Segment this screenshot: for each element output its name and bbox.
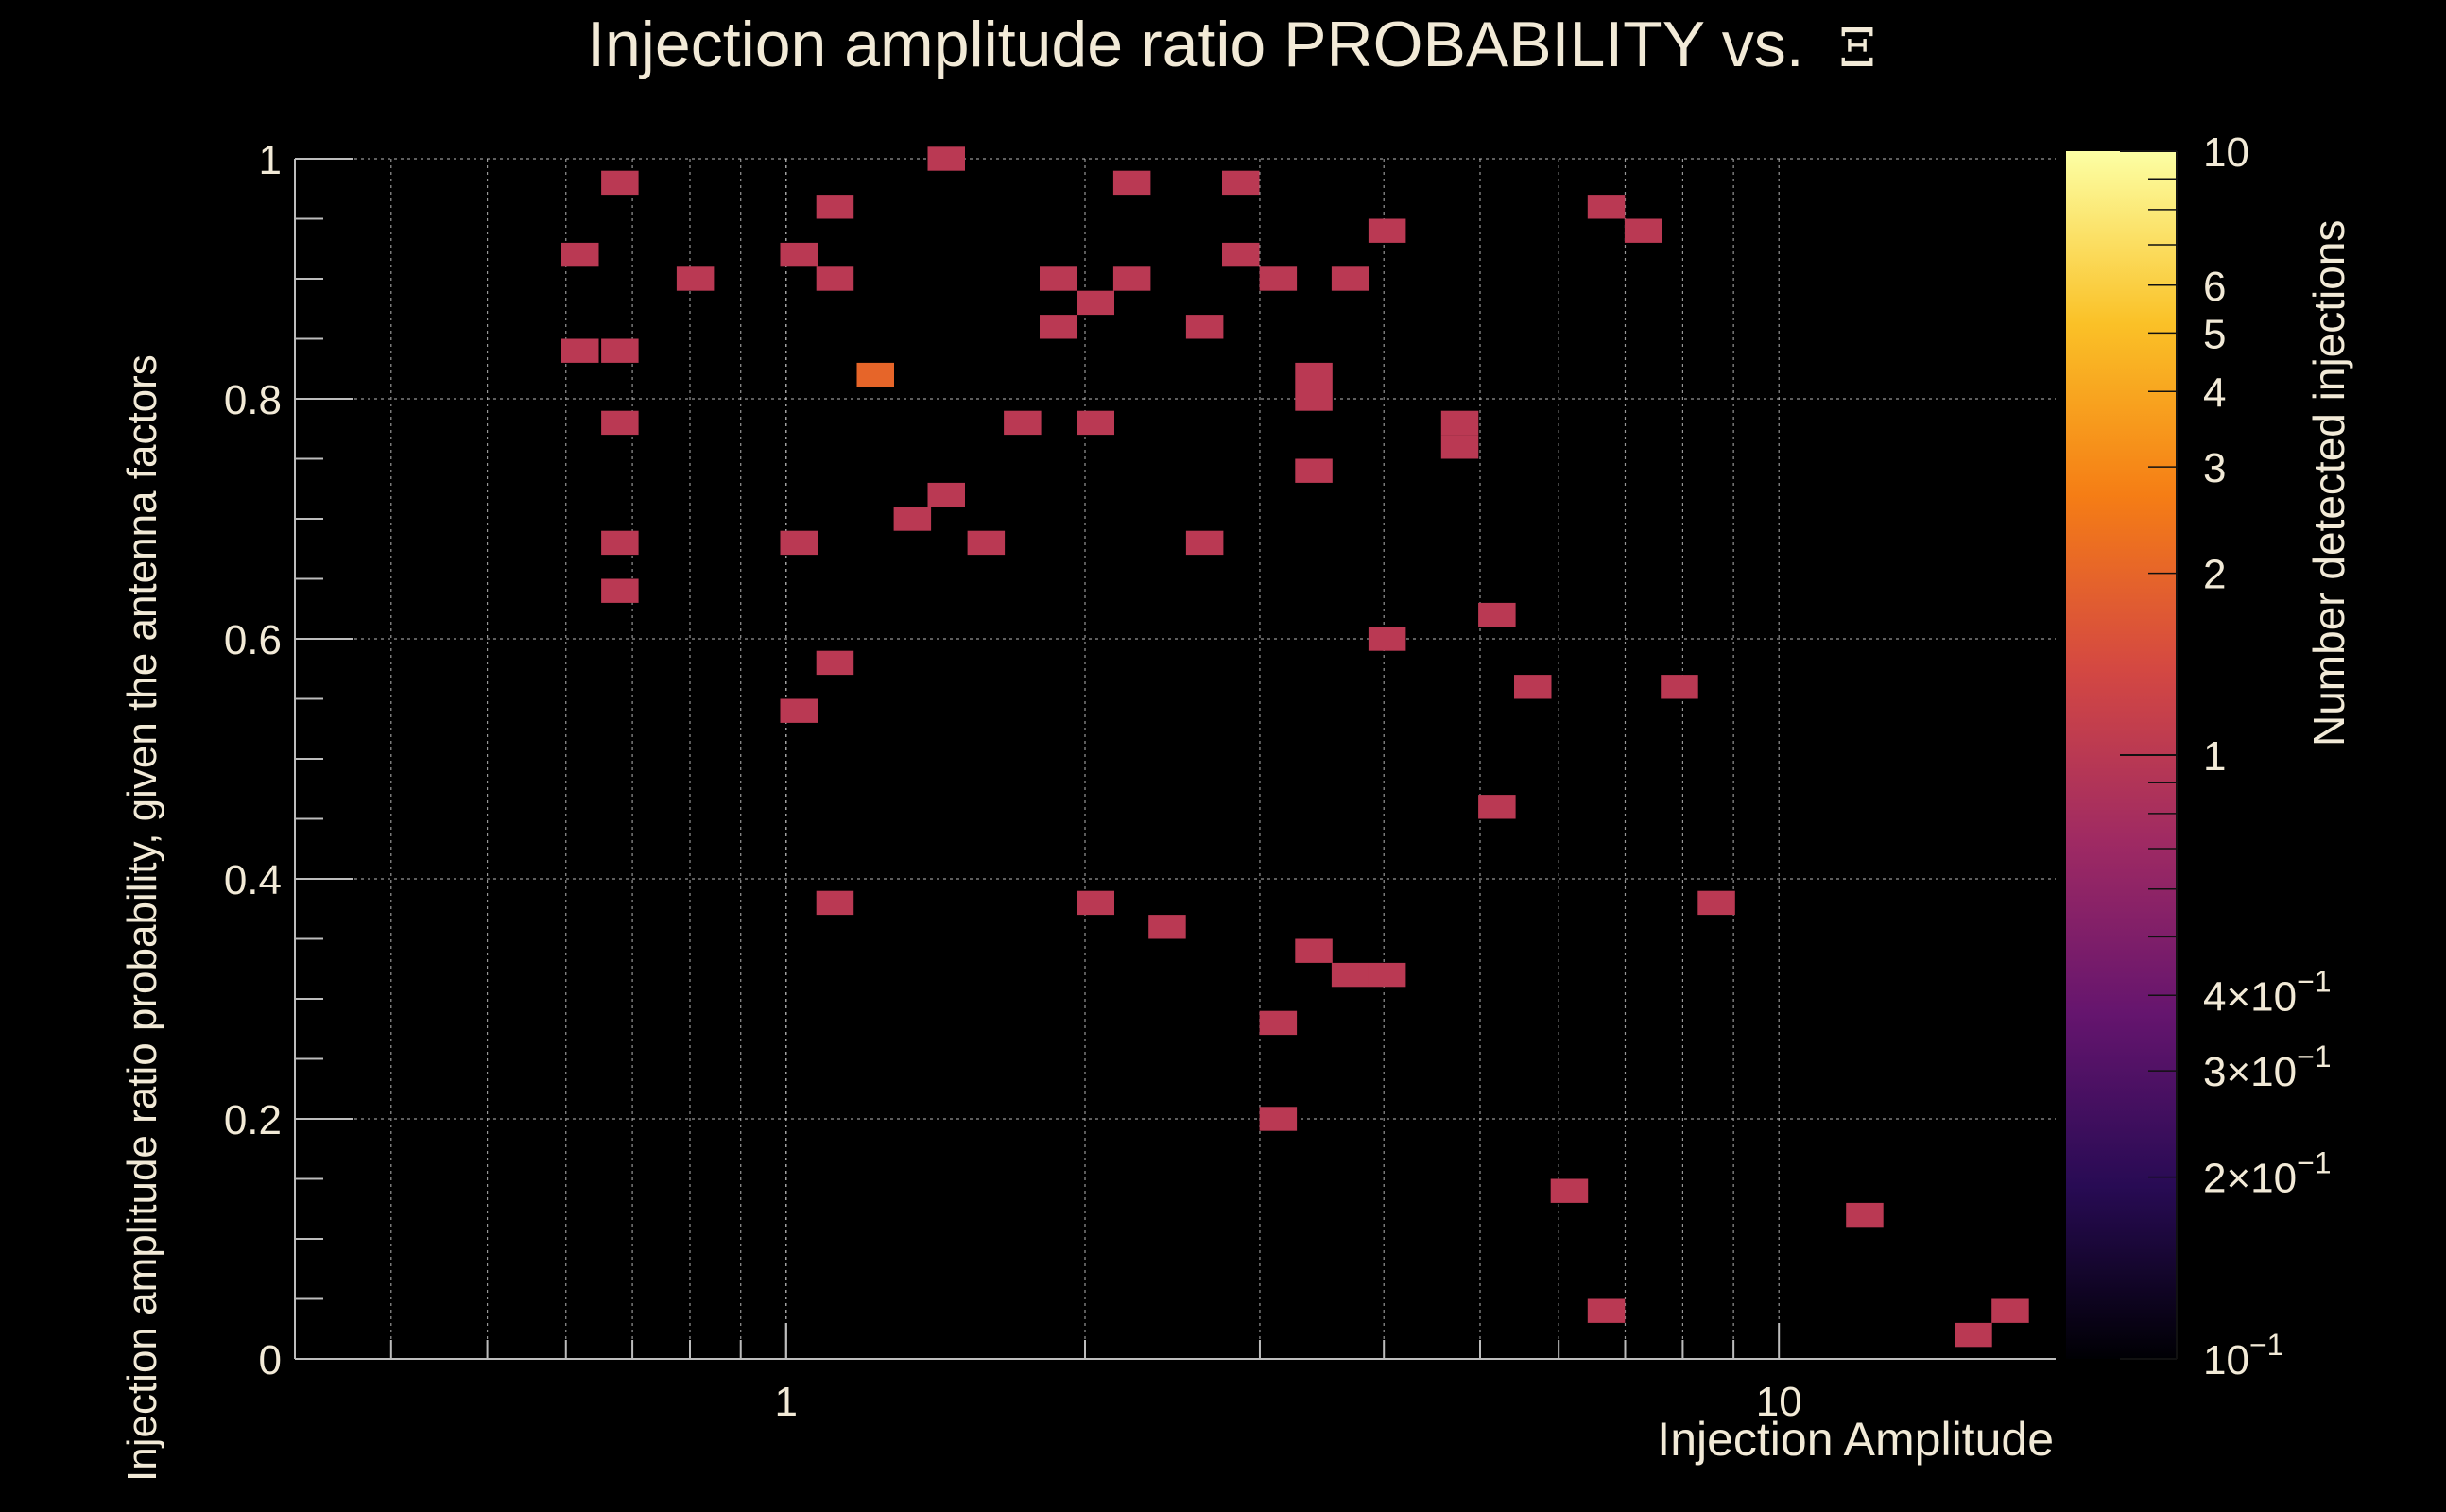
title-symbol: Ξ [1839,18,1876,79]
heatmap-cell [1295,387,1333,411]
heatmap-cell [816,890,854,916]
heatmap-cell [1697,890,1735,916]
heatmap-cell [1004,410,1042,436]
heatmap-cell [1550,1178,1589,1203]
y-tick-label: 1 [259,137,282,183]
heatmap-cell [676,266,715,291]
colorbar-tick-label: 2×10−1 [2203,1146,2332,1202]
heatmap-cell [1077,410,1114,436]
heatmap-cell [1259,1107,1298,1131]
heatmap-cell [816,195,854,219]
colorbar-tick-label: 4×10−1 [2203,964,2332,1020]
tick-labels: 0 0.2 0.4 0.6 0.8 1 1 10 [224,137,1802,1425]
heatmap-cell [1478,795,1516,819]
heatmap-cell [1368,962,1406,988]
heatmap-cell [816,650,854,676]
heatmap-cell [1440,410,1479,436]
heatmap-cell [1587,195,1626,219]
heatmap-cell [601,410,639,436]
heatmap-cell [561,338,599,363]
colorbar-tick-label: 4 [2203,369,2226,416]
heatmap-cell [1112,266,1151,291]
heatmap-cell [1440,435,1479,459]
heatmap-cell [780,242,818,267]
heatmap-cell [1955,1322,1992,1348]
heatmap-cell [1478,602,1516,627]
chart-title: Injection amplitude ratio PROBABILITY vs… [587,9,1876,80]
heatmap-cell [1587,1298,1626,1323]
colorbar-tick-label: 10−1 [2203,1328,2283,1383]
heatmap-cell [1368,627,1406,651]
colorbar-tick-label: 2 [2203,552,2226,598]
heatmap-cell [601,578,639,603]
heatmap-cell [561,242,599,267]
colorbar-title: Number detected injections [2304,220,2353,747]
y-tick-label: 0 [259,1337,282,1383]
heatmap-cell [1846,1202,1884,1228]
colorbar-tick-label: 1 [2203,733,2226,780]
heatmap-cell [1040,315,1077,339]
heatmap-cell [780,530,818,556]
heatmap-cell [601,170,639,196]
heatmap-cell [1624,218,1662,243]
heatmap-cell [856,362,894,387]
heatmap-cell [927,146,965,171]
y-tick-label: 0.6 [224,617,282,663]
heatmap-cell [1514,675,1552,699]
colorbar-tick-label: 3×10−1 [2203,1040,2332,1095]
y-tick-label: 0.4 [224,857,282,903]
x-axis-title: Injection Amplitude [1657,1413,2054,1466]
y-tick-label: 0.8 [224,377,282,423]
heatmap-cell [1991,1298,2029,1323]
heatmap-cell [601,338,639,363]
heatmap-cell [1185,530,1224,556]
y-axis-title: Injection amplitude ratio probability, g… [119,354,165,1482]
heatmap-cell [1148,915,1186,939]
colorbar-tick-label: 3 [2203,445,2226,491]
y-tick-label: 0.2 [224,1097,282,1143]
heatmap-cell [1295,458,1333,483]
heatmap-cell [967,530,1006,556]
heatmap-cell [1077,890,1114,916]
heatmap-cell [1331,962,1369,988]
heatmap-cell [780,698,818,723]
heatmap-cell [1222,170,1260,196]
heatmap-cell [1259,266,1298,291]
colorbar-tick-label: 10 [2203,129,2249,176]
heatmap-cell [1112,170,1151,196]
heatmap-cell [1040,266,1077,291]
heatmap-cell [1331,266,1369,291]
heatmap-cell [1295,362,1333,387]
heatmap-cell [1077,290,1114,316]
heatmap-cell [927,482,965,507]
x-tick-label: 1 [775,1379,798,1425]
heatmap-cells [561,146,2029,1348]
colorbar-tick-label: 6 [2203,264,2226,310]
heatmap-cell [1368,218,1406,243]
heatmap-cell [1222,242,1260,267]
heatmap-cell [1295,938,1333,963]
colorbar-ticks: 10 65 4 3 2 1 4×10−1 3×10−1 2×10−1 10−1 [2120,129,2332,1383]
heatmap-cell [893,507,932,531]
x-tick-label: 10 [1756,1379,1802,1425]
colorbar-tick-label: 5 [2203,311,2226,357]
heatmap-cell [1661,675,1698,699]
heatmap-cell [1185,315,1224,339]
heatmap-cell [601,530,639,556]
heatmap-cell [816,266,854,291]
heatmap-cell [1259,1010,1298,1036]
